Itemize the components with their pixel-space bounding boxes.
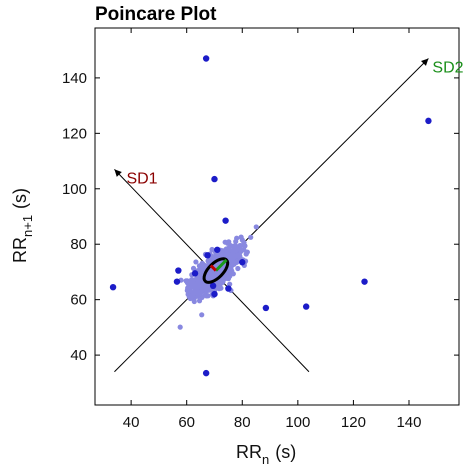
svg-text:RRn(s): RRn (s) [236,442,296,467]
cluster-point [187,280,194,286]
data-point [214,246,221,253]
cluster-point [234,252,240,259]
data-point [302,303,310,310]
data-point [204,252,211,259]
data-point [225,285,232,292]
data-point [262,304,270,312]
y-tick-label: 140 [62,70,87,87]
reference-lines [114,58,429,373]
sd1-segment [209,264,217,272]
cluster-point [209,246,215,253]
y-tick-label: 80 [70,236,87,253]
sd1-arrowhead [114,169,122,177]
data-point [209,282,217,290]
data-point [202,369,210,377]
cluster-point [205,293,211,299]
cluster-point [199,260,205,266]
cluster-point [189,284,195,290]
data-point [173,278,181,285]
cluster-point [230,257,236,263]
sd1-annotation: SD1 [126,170,157,187]
cluster-point [184,287,190,294]
cluster-point [199,312,205,318]
cluster-point [196,298,203,304]
x-label-sub: n [262,452,269,467]
x-label-main: RR [236,442,262,462]
cluster-point [227,252,233,258]
cluster-point [191,298,197,305]
identity-line [114,58,429,373]
y-tick-label: 60 [70,292,87,309]
x-tick-label: 140 [396,414,421,431]
sd2-segment [214,258,228,272]
y-label-sub: n+1 [20,215,35,237]
data-point [222,217,229,224]
y-label-main: RR [10,237,30,263]
cluster-point [243,251,249,257]
scatter-points [109,55,432,377]
cluster-point [195,292,201,298]
sd2-arrowhead [421,58,429,66]
data-point [361,278,368,285]
y-tick-label: 40 [70,347,87,364]
cluster-point [197,274,203,280]
x-axis-label: RRn (s) [236,442,296,467]
cluster-point [200,265,207,271]
cluster-point [232,246,238,252]
axis-ticks: 40 60 80 100 120 140 40 60 80 100 120 140 [62,28,459,431]
data-point [425,117,432,125]
x-tick-label: 120 [341,414,366,431]
cluster-point [199,269,205,275]
chart-title: Poincare Plot [95,4,217,25]
annotations: SD1 SD2 [126,59,463,187]
cluster-point [211,272,218,278]
cluster-point [253,224,259,230]
x-tick-label: 80 [234,414,251,431]
x-label-unit: (s) [275,442,296,462]
data-point [191,270,199,277]
svg-text:RRn+1(s): RRn+1 (s) [10,188,35,263]
sd2-annotation: SD2 [432,59,463,76]
cluster-point [233,238,239,245]
data-point [211,290,218,298]
cluster-point [225,245,232,251]
data-point [239,259,246,266]
y-axis-label: RRn+1 (s) [10,188,35,263]
data-point [211,175,218,183]
fit-ellipse-group [202,257,230,284]
data-point [109,283,117,291]
cluster-point [242,243,248,249]
cluster-point [199,288,205,294]
cluster-point [214,253,220,260]
x-tick-label: 40 [123,414,140,431]
y-tick-label: 100 [62,181,87,198]
plot-frame [94,27,460,406]
cluster-point [239,237,245,243]
y-tick-label: 120 [62,125,87,142]
cluster-point [248,234,254,240]
cluster-point [189,292,196,299]
x-tick-label: 60 [178,414,195,431]
x-tick-label: 100 [285,414,310,431]
cluster-point [235,265,241,272]
cluster-point [193,259,199,265]
cluster-point [238,247,244,254]
cluster-point [177,324,183,330]
data-point [202,55,210,62]
data-point [175,267,182,274]
y-label-unit: (s) [10,188,30,209]
cluster-point [225,240,231,246]
cluster-point [195,281,201,287]
cluster-point [216,282,222,288]
